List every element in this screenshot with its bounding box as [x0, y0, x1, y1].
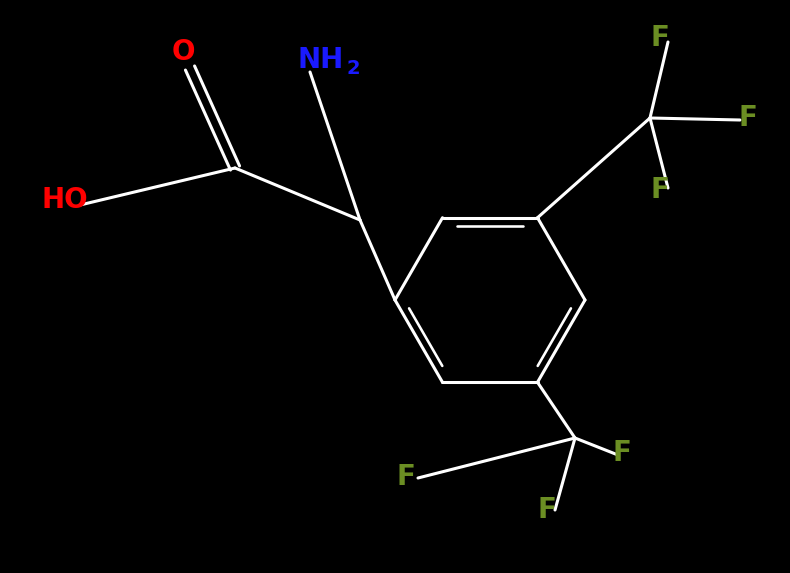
Text: F: F: [650, 176, 669, 204]
Text: F: F: [650, 24, 669, 52]
Text: O: O: [171, 38, 195, 66]
Text: NH: NH: [298, 46, 344, 74]
Text: F: F: [537, 496, 556, 524]
Text: 2: 2: [346, 58, 359, 77]
Text: F: F: [739, 104, 758, 132]
Text: F: F: [397, 463, 416, 491]
Text: HO: HO: [42, 186, 88, 214]
Text: F: F: [612, 439, 631, 467]
